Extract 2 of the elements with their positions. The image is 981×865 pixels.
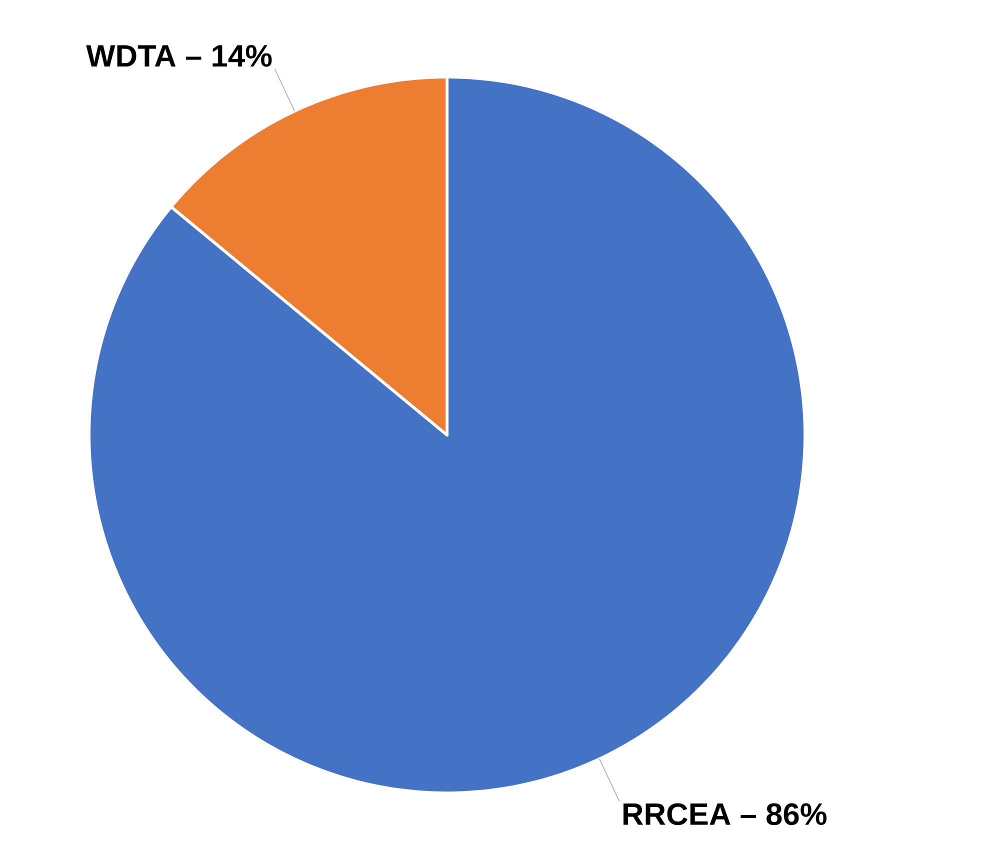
slice-label: WDTA – 14% bbox=[86, 45, 272, 67]
slice-label: RRCEA – 86% bbox=[624, 803, 827, 826]
